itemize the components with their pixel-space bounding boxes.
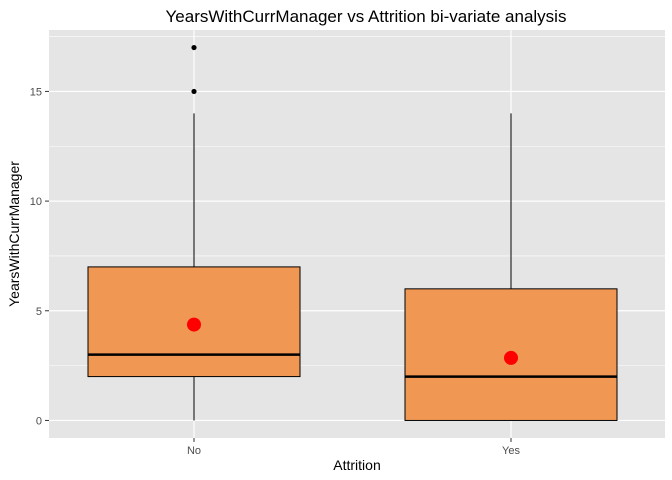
x-tick-label: Yes (502, 445, 520, 457)
mean-point (504, 350, 518, 365)
x-tick-label: No (187, 445, 201, 457)
box-series (87, 44, 618, 421)
y-tick-label: 5 (36, 306, 42, 318)
y-axis-ticks: 0 5 10 15 (30, 86, 49, 427)
box-yes (404, 113, 618, 421)
y-tick-label: 0 (36, 415, 42, 427)
chart-title: YearsWithCurrManager vs Attrition bi-var… (166, 7, 567, 26)
y-axis-title: YearsWithCurrManager (6, 161, 22, 307)
outlier-point (191, 88, 197, 95)
box-iqr (404, 288, 618, 421)
y-tick-label: 10 (30, 196, 42, 208)
box-no (87, 44, 301, 421)
outlier-point (191, 44, 197, 51)
x-axis-ticks: No Yes (187, 438, 520, 457)
x-axis-title: Attrition (333, 457, 380, 473)
mean-point (187, 317, 201, 332)
y-tick-label: 15 (30, 86, 42, 98)
